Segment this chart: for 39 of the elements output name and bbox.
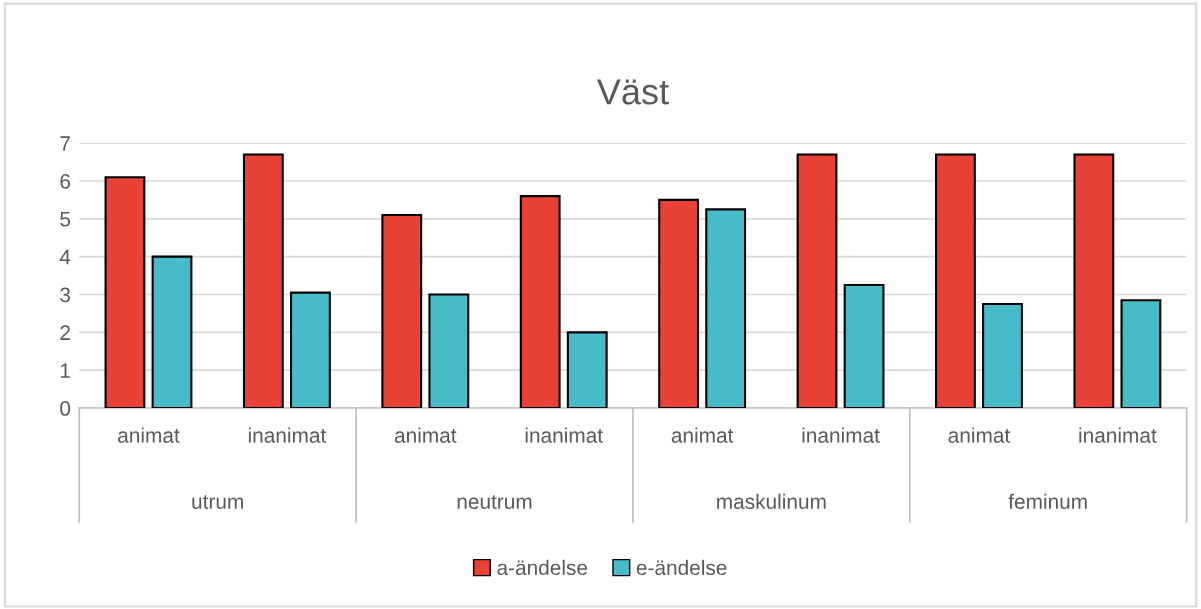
y-tick-label: 3 xyxy=(60,287,71,303)
y-tick-label: 5 xyxy=(60,212,71,227)
bar xyxy=(428,293,470,409)
bar xyxy=(151,255,193,409)
text: maskulinum xyxy=(717,493,826,509)
bar xyxy=(935,153,976,409)
bar xyxy=(705,208,747,409)
x-tick-label: animat xyxy=(118,427,180,443)
bar xyxy=(242,153,284,409)
bar xyxy=(843,283,885,409)
x-tick-label: inanimat xyxy=(802,427,880,443)
text: neutrum xyxy=(457,495,532,509)
bar xyxy=(519,195,561,409)
y-tick-label: 2 xyxy=(60,325,70,340)
x-tick-label: animat xyxy=(394,427,457,443)
bar xyxy=(566,331,608,409)
bar xyxy=(658,198,700,409)
x-tick-label: animat xyxy=(948,427,1011,443)
bar xyxy=(982,302,1023,409)
y-tick-label: 7 xyxy=(60,136,70,151)
legend-label: a-ändelse xyxy=(497,559,588,576)
text: utrum xyxy=(192,495,243,509)
legend-label: e-ändelse xyxy=(636,559,727,576)
y-tick-label: 6 xyxy=(60,173,71,189)
x-tick-label: inanimat xyxy=(248,427,327,443)
bar xyxy=(290,291,331,409)
y-tick-label: 4 xyxy=(59,249,71,265)
bar xyxy=(1120,299,1162,409)
x-tick-label: animat xyxy=(671,427,734,443)
chart-title: Väst xyxy=(596,79,669,105)
bar xyxy=(104,176,146,409)
text: feminum xyxy=(1008,493,1087,509)
bar xyxy=(1073,153,1115,409)
x-tick-label: inanimat xyxy=(1079,427,1157,443)
x-tick-label: inanimat xyxy=(525,427,603,443)
bar xyxy=(796,153,838,409)
y-tick-label: 1 xyxy=(60,363,70,378)
y-tick-label: 0 xyxy=(60,401,71,416)
bar xyxy=(381,213,423,409)
